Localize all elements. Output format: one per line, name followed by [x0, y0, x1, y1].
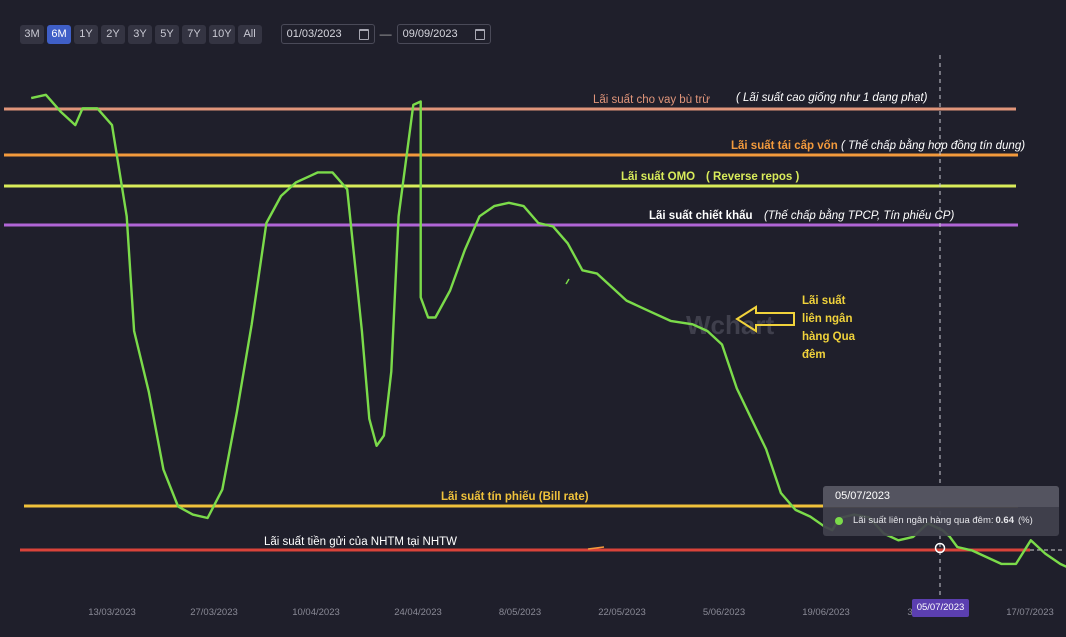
range-7y-button[interactable]: 7Y: [182, 24, 206, 44]
arrow-annotation: [735, 305, 795, 333]
range-1y-button[interactable]: 1Y: [74, 24, 98, 44]
tooltip-unit: (%): [1018, 515, 1033, 526]
tooltip-date: 05/07/2023: [823, 486, 1059, 507]
note-chiet-khau: (Thế chấp bằng TPCP, Tín phiếu CP): [764, 209, 954, 222]
label-cho-vay-bu-tru: Lãi suất cho vay bù trừ: [593, 94, 710, 106]
start-date-value: 01/03/2023: [286, 28, 342, 40]
x-tick-label: 17/07/2023: [1006, 607, 1054, 618]
note-tai-cap-von: ( Thế chấp bằng hợp đồng tín dụng): [841, 139, 1025, 152]
x-axis: 13/03/2023 27/03/2023 10/04/2023 24/04/2023…: [88, 607, 1054, 618]
stray-mark: [565, 278, 570, 285]
x-tick-label: 13/03/2023: [88, 607, 136, 618]
label-tien-gui: Lãi suất tiền gửi của NHTM tại NHTW: [264, 536, 457, 548]
end-date-input[interactable]: 09/09/2023: [396, 24, 491, 44]
calendar-icon[interactable]: [474, 28, 485, 40]
hover-tooltip: 05/07/2023 Lãi suất liên ngân hàng qua đ…: [823, 486, 1059, 536]
tooltip-row: Lãi suất liên ngân hàng qua đêm: 0.64 (%…: [823, 507, 1059, 526]
x-tick-label: 22/05/2023: [598, 607, 646, 618]
x-tick-label: 27/03/2023: [190, 607, 238, 618]
note-cho-vay-bu-tru: ( Lãi suất cao giống như 1 dạng phạt): [736, 92, 928, 104]
cursor-date-badge: 05/07/2023: [912, 599, 969, 617]
x-tick-label: 3: [907, 607, 912, 618]
annotation-line-2: liên ngân: [802, 313, 852, 325]
annotation-line-3: hàng Qua: [802, 331, 856, 343]
label-tin-phieu: Lãi suất tín phiếu (Bill rate): [441, 491, 589, 503]
annotation-interbank: Lãi suất liên ngân hàng Qua đêm: [802, 295, 858, 361]
label-chiet-khau: Lãi suất chiết khấu: [649, 210, 753, 222]
range-toolbar: 3M 6M 1Y 2Y 3Y 5Y 7Y 10Y All 01/03/2023 …: [20, 24, 491, 44]
x-tick-label: 8/05/2023: [499, 607, 541, 618]
note-omo: ( Reverse repos ): [706, 171, 799, 183]
x-tick-label: 24/04/2023: [394, 607, 442, 618]
tooltip-value: 0.64: [995, 515, 1015, 526]
series-dot-icon: [835, 516, 843, 525]
tooltip-series-label: Lãi suất liên ngân hàng qua đêm:: [853, 515, 994, 526]
start-date-input[interactable]: 01/03/2023: [280, 24, 375, 44]
x-tick-label: 5/06/2023: [703, 607, 745, 618]
calendar-icon[interactable]: [358, 28, 369, 40]
end-date-value: 09/09/2023: [402, 28, 458, 40]
range-3y-button[interactable]: 3Y: [128, 24, 152, 44]
x-tick-label: 19/06/2023: [802, 607, 850, 618]
range-6m-button[interactable]: 6M: [47, 24, 71, 44]
range-5y-button[interactable]: 5Y: [155, 24, 179, 44]
range-3m-button[interactable]: 3M: [20, 24, 44, 44]
hover-marker: [934, 542, 946, 554]
date-separator: —: [379, 27, 392, 41]
annotation-line-1: Lãi suất: [802, 295, 846, 307]
stray-mark: [587, 546, 605, 550]
label-tai-cap-von: Lãi suất tái cấp vốn: [731, 140, 838, 152]
range-2y-button[interactable]: 2Y: [101, 24, 125, 44]
label-omo: Lãi suất OMO: [621, 171, 695, 183]
range-all-button[interactable]: All: [237, 24, 262, 44]
x-tick-label: 10/04/2023: [292, 607, 340, 618]
range-10y-button[interactable]: 10Y: [209, 24, 235, 44]
annotation-line-4: đêm: [802, 349, 826, 361]
series-line-interbank: [30, 93, 1066, 568]
